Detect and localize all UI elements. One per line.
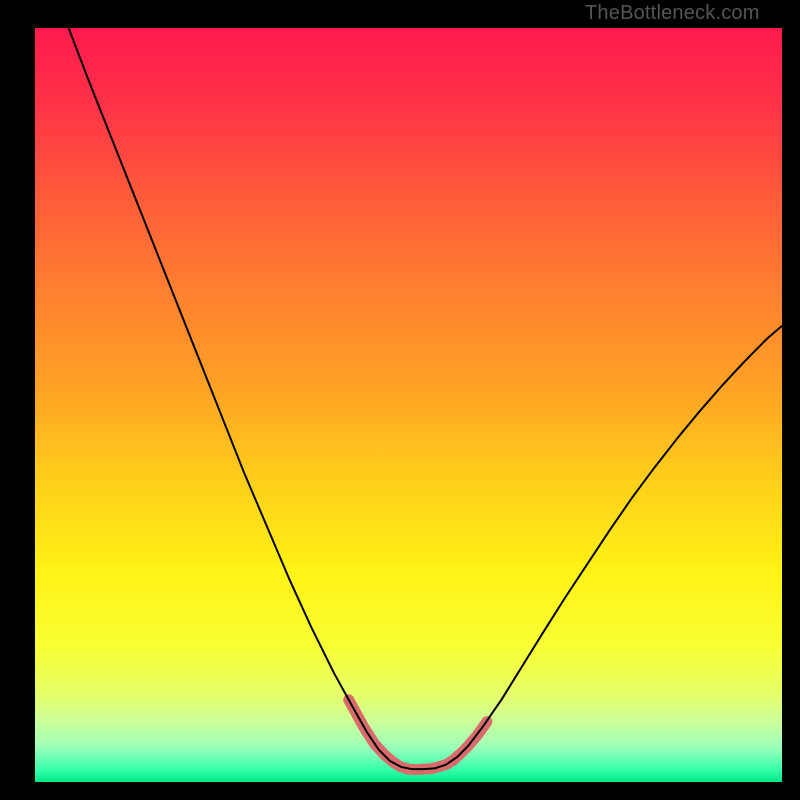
watermark-text: TheBottleneck.com	[585, 2, 760, 25]
chart-frame: TheBottleneck.com	[0, 0, 800, 800]
chart-svg	[35, 28, 782, 782]
chart-plot-area	[35, 28, 782, 782]
chart-background	[35, 28, 782, 782]
